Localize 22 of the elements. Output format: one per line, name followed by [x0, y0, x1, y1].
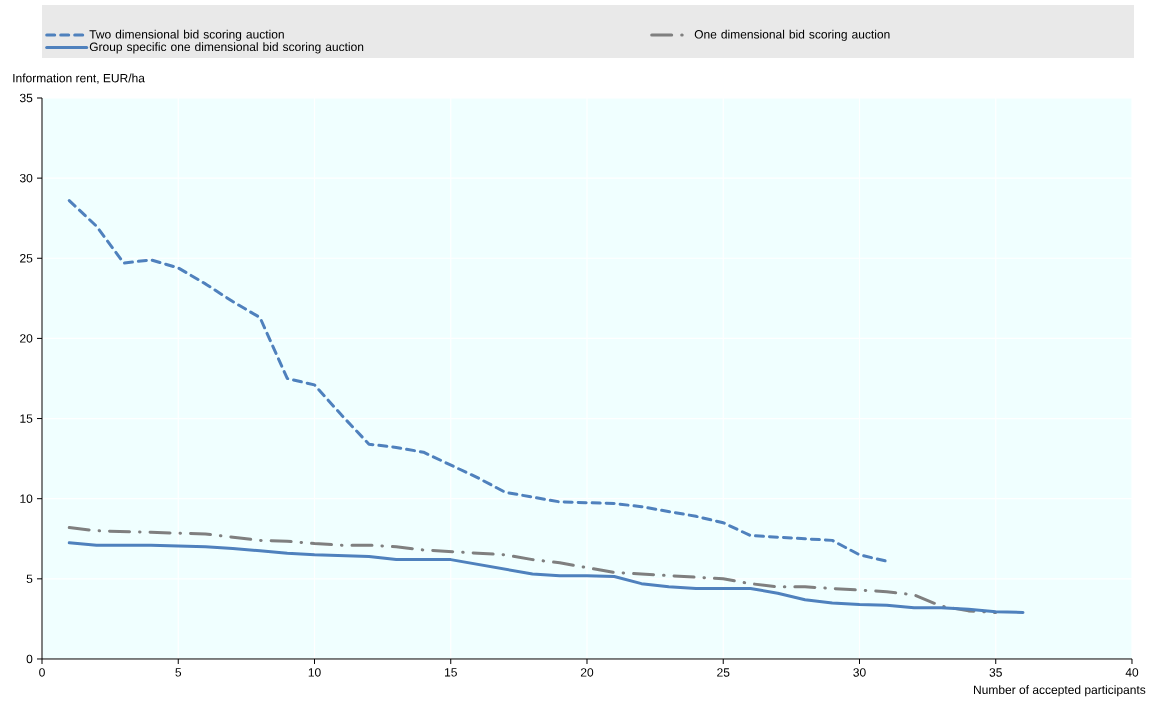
x-tick-label: 15: [445, 668, 457, 677]
x-tick-label: 25: [717, 668, 730, 677]
legend-label: One dimensional bid scoring auction: [694, 29, 890, 41]
x-tick-label: 10: [308, 668, 321, 677]
y-tick-label: 35: [19, 93, 33, 103]
y-tick-label: 25: [20, 254, 33, 263]
x-tick-label: 0: [39, 668, 45, 677]
y-axis-title: Information rent, EUR/ha: [13, 73, 145, 84]
x-tick-label: 35: [989, 668, 1002, 677]
x-axis-title: Number of accepted participants: [974, 685, 1146, 697]
y-tick-label: 20: [20, 334, 33, 343]
legend-label: Two dimensional bid scoring auction: [89, 29, 284, 41]
x-tick-label: 40: [1125, 668, 1139, 677]
y-tick-label: 0: [26, 654, 33, 664]
x-tick-label: 30: [853, 668, 866, 677]
x-tick-label: 5: [175, 668, 182, 677]
x-tick-label: 20: [580, 668, 594, 677]
y-tick-label: 15: [20, 414, 33, 423]
y-tick-label: 5: [26, 574, 33, 584]
legend-label: Group specific one dimensional bid scoring auction: [89, 42, 364, 54]
y-tick-label: 30: [19, 173, 33, 183]
y-tick-label: 10: [20, 494, 33, 503]
